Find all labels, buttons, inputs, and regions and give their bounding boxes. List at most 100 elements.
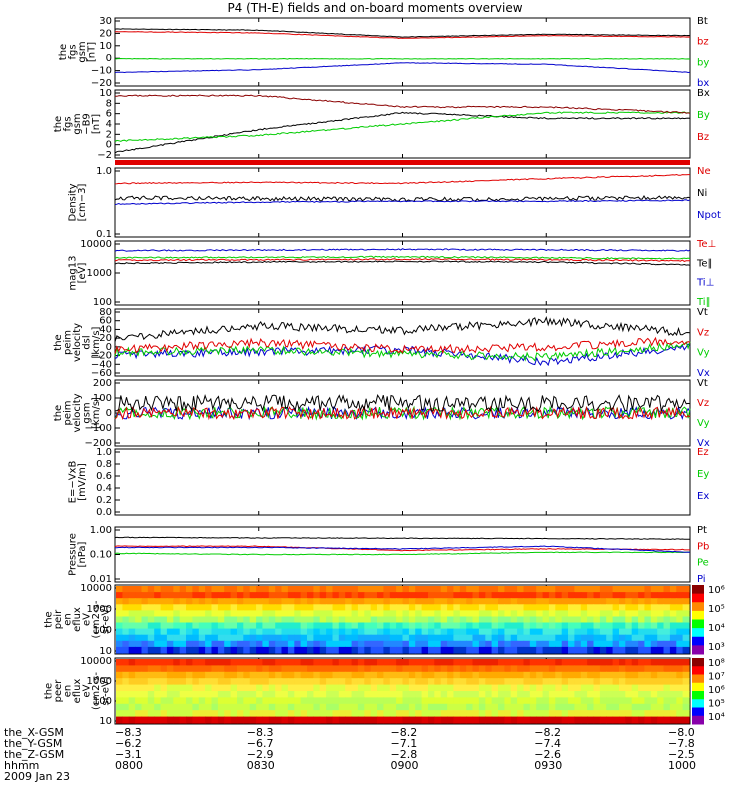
legend-pressure-Pb: Pb [697,541,709,552]
spectrogram-cell [154,592,162,599]
spectrogram-cell [606,634,614,642]
spectrogram-cell [631,691,639,698]
spectrogram-cell [650,691,658,698]
spectrogram-cell [669,646,677,654]
spectrogram-cell [421,592,429,599]
spectrogram-cell [593,622,601,630]
spectrogram-cell [122,604,130,611]
footer-value-hhmm: 0830 [247,759,275,772]
spectrogram-cell [160,646,168,654]
spectrogram-cell [345,610,353,618]
spectrogram-cell [166,610,174,618]
spectrogram-cell [472,640,480,648]
spectrogram-cell [434,646,442,654]
spectrogram-cell [135,628,143,636]
spectrogram-cell [186,640,193,648]
spectrogram-cell [555,697,563,705]
spectrogram-cell [453,646,461,654]
y-tick-label-vel-i: −200 [85,438,112,449]
spectrogram-cell [561,684,569,692]
spectrogram-cell [243,716,251,724]
spectrogram-cell [625,586,633,593]
spectrogram-cell [612,691,620,698]
spectrogram-cell [536,716,544,724]
spectrogram-cell [396,646,404,654]
spectrogram-cell [663,659,671,666]
spectrogram-cell [593,697,601,705]
spectrogram-cell [256,710,264,718]
spectrogram-cell [625,598,633,605]
spectrogram-cell [504,691,512,698]
spectrogram-cell [523,622,531,630]
spectrogram-cell [523,598,531,605]
spectrogram-cell [268,691,276,698]
spectrogram-cell [408,616,416,624]
spectrogram-cell [326,616,334,624]
spectrogram-cell [364,684,372,692]
spectrogram-cell [542,622,550,630]
colorbar-label-spec-ion: 10³ [708,642,725,653]
legend-efield-Ey: Ey [697,469,709,480]
spectrogram-cell [498,616,505,624]
spectrogram-cell [230,622,238,630]
y-tick-label-density: 1.0 [96,166,112,177]
spectrogram-cell [205,598,213,605]
spectrogram-cell [485,592,493,599]
spectrogram-cell [453,716,461,724]
spectrogram-cell [357,628,365,636]
spectrogram-cell [440,640,448,648]
spectrogram-cell [135,684,143,692]
spectrogram-cell [561,586,569,593]
spectrogram-cell [574,604,582,611]
spectrogram-cell [287,710,295,718]
spectrogram-cell [453,628,461,636]
spectrogram-cell [498,634,505,642]
spectrogram-cell [268,628,276,636]
legend-vel-i-Vx: Vx [697,438,710,449]
spectrogram-cell [396,586,404,593]
spectrogram-cell [568,691,575,698]
spectrogram-cell [542,697,550,705]
spectrogram-cell [663,678,671,686]
spectrogram-cell [268,592,276,599]
spectrogram-cell [568,659,575,666]
spectrogram-cell [453,697,461,705]
spectrogram-cell [568,646,575,654]
spectrogram-cell [466,703,474,711]
spectrogram-cell [396,592,404,599]
spectrogram-cell [498,703,505,711]
spectrogram-cell [122,628,130,636]
spectrogram-cell [408,586,416,593]
spectrogram-cell [262,616,270,624]
spectrogram-cell [485,616,493,624]
spectrogram-cell [625,691,633,698]
footer-value-the_Y-GSM: −7.8 [668,737,695,750]
spectrogram-cell [319,671,327,679]
spectrogram-cell [281,678,289,686]
spectrogram-cell [669,678,677,686]
spectrogram-cell [128,586,136,593]
spectrogram-cell [459,697,467,705]
spectrogram-cell [510,703,518,711]
spectrogram-cell [612,697,620,705]
spectrogram-cell [523,659,531,666]
spectrogram-cell [644,610,652,618]
spectrogram-cell [676,710,684,718]
spectrogram-cell [657,604,665,611]
spectrogram-cell [313,610,321,618]
spectrogram-cell [338,710,346,718]
spectrogram-cell [186,634,193,642]
spectrogram-cell [370,592,378,599]
spectrogram-cell [179,634,187,642]
spectrogram-cell [402,622,410,630]
spectrogram-cell [498,678,505,686]
spectrogram-cell [122,640,130,648]
spectrogram-cell [644,622,652,630]
spectrogram-cell [217,684,225,692]
legend-vel-i-Vz: Vz [697,398,709,409]
spectrogram-cell [268,598,276,605]
spectrogram-cell [326,703,334,711]
spectrogram-cell [453,622,461,630]
spectrogram-cell [275,610,283,618]
spectrogram-cell [619,598,626,605]
